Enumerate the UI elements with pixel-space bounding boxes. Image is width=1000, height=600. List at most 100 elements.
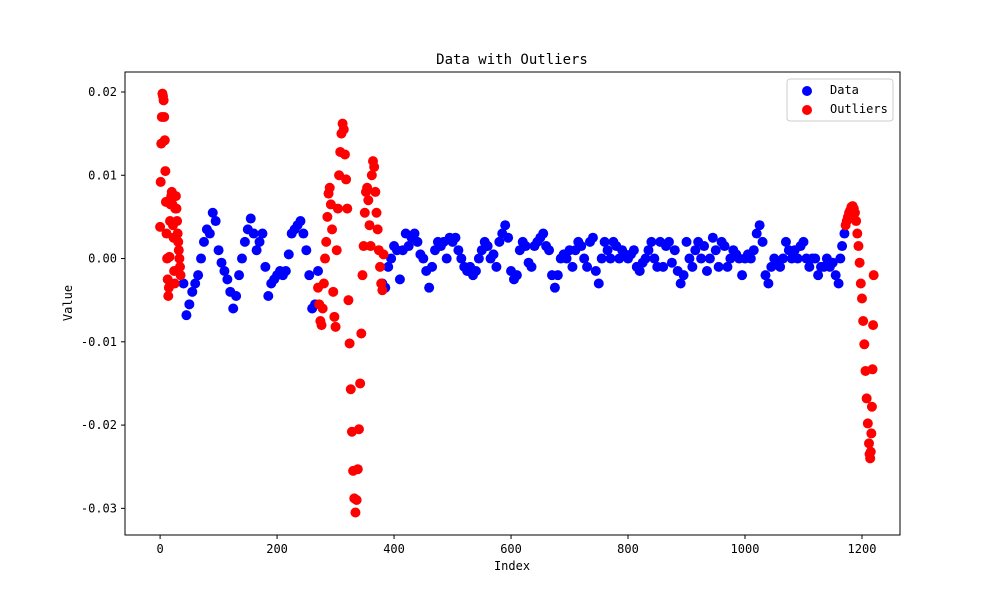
- outlier-point: [159, 135, 170, 146]
- data-point: [193, 270, 204, 281]
- data-point: [837, 241, 848, 252]
- data-point: [593, 278, 604, 289]
- legend-label-data: Data: [830, 83, 859, 97]
- data-point: [707, 232, 718, 243]
- data-point: [579, 253, 590, 264]
- data-point: [778, 253, 789, 264]
- data-point: [409, 228, 420, 239]
- data-point: [196, 253, 207, 264]
- plot-area-frame: [124, 71, 901, 536]
- data-point: [552, 270, 563, 281]
- outlier-point: [849, 207, 860, 218]
- outlier-point: [865, 446, 876, 457]
- data-point: [450, 232, 461, 243]
- outlier-point: [174, 253, 185, 264]
- outlier-point: [339, 149, 350, 160]
- data-point: [248, 228, 259, 239]
- data-point: [245, 213, 256, 224]
- outlier-point: [370, 186, 381, 197]
- data-point: [701, 266, 712, 277]
- outlier-point: [174, 261, 185, 272]
- outlier-point: [172, 228, 183, 239]
- data-point: [383, 261, 394, 272]
- data-point: [257, 228, 268, 239]
- data-point: [582, 261, 593, 272]
- data-point: [669, 245, 680, 256]
- data-point: [748, 245, 759, 256]
- data-point: [681, 236, 692, 247]
- data-point: [403, 241, 414, 252]
- data-point: [198, 236, 209, 247]
- data-point: [804, 261, 815, 272]
- y-axis-ticks: 0.02 0.01 0.00 -0.01 -0.02 -0.03: [81, 85, 125, 515]
- outlier-point: [868, 270, 879, 281]
- data-point: [526, 261, 537, 272]
- outlier-point: [173, 236, 184, 247]
- y-axis-label: Value: [61, 285, 75, 321]
- data-point: [263, 291, 274, 302]
- data-point: [628, 245, 639, 256]
- data-point: [301, 245, 312, 256]
- outlier-point: [868, 320, 879, 331]
- series-outlier-points: [155, 88, 879, 518]
- data-point: [751, 228, 762, 239]
- outlier-point: [359, 207, 370, 218]
- data-point: [663, 236, 674, 247]
- outlier-point: [363, 195, 374, 206]
- data-point: [494, 236, 505, 247]
- data-point: [833, 278, 844, 289]
- data-point: [687, 261, 698, 272]
- outlier-point: [375, 261, 386, 272]
- outlier-point: [351, 495, 362, 506]
- outlier-point: [344, 338, 355, 349]
- x-axis-label: Index: [494, 559, 530, 573]
- outlier-point: [357, 270, 368, 281]
- outlier-point: [364, 220, 375, 231]
- x-tick-label: 1000: [731, 542, 760, 556]
- data-point: [298, 228, 309, 239]
- data-point: [810, 253, 821, 264]
- data-point: [827, 257, 838, 268]
- data-point: [839, 228, 850, 239]
- outlier-point: [371, 207, 382, 218]
- data-point: [386, 253, 397, 264]
- data-point: [228, 303, 239, 314]
- data-point: [590, 266, 601, 277]
- data-point: [251, 245, 262, 256]
- data-point: [605, 253, 616, 264]
- data-point: [280, 266, 291, 277]
- outlier-point: [173, 245, 184, 256]
- data-point: [207, 207, 218, 218]
- data-point: [544, 245, 555, 256]
- data-point: [453, 245, 464, 256]
- outlier-point: [338, 124, 349, 135]
- x-tick-label: 1200: [848, 542, 877, 556]
- outlier-point: [372, 224, 383, 235]
- data-point: [473, 253, 484, 264]
- y-tick-label: -0.03: [81, 501, 117, 515]
- x-axis-ticks: 0 200 400 600 800 1000 1200: [156, 535, 876, 556]
- data-point: [684, 253, 695, 264]
- data-point: [190, 278, 201, 289]
- outlier-point: [172, 216, 183, 227]
- data-point: [520, 241, 531, 252]
- y-tick-label: 0.00: [88, 252, 117, 266]
- y-tick-label: 0.02: [88, 85, 117, 99]
- data-point: [835, 253, 846, 264]
- outlier-point: [155, 176, 166, 187]
- outlier-point: [169, 278, 180, 289]
- data-point: [763, 278, 774, 289]
- data-point: [222, 274, 233, 285]
- outlier-point: [324, 182, 335, 193]
- data-point: [737, 270, 748, 281]
- x-tick-label: 800: [617, 542, 639, 556]
- data-point: [666, 257, 677, 268]
- data-point: [184, 299, 195, 310]
- data-point: [254, 236, 265, 247]
- y-tick-label: -0.01: [81, 335, 117, 349]
- outlier-point: [175, 270, 186, 281]
- outlier-point: [369, 161, 380, 172]
- outlier-point: [331, 245, 342, 256]
